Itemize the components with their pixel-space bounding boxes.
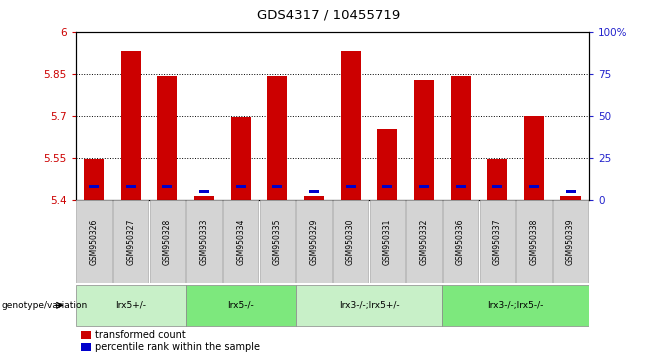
Bar [272,185,282,188]
FancyBboxPatch shape [150,200,185,283]
Bar [414,80,434,200]
FancyBboxPatch shape [296,200,332,283]
FancyBboxPatch shape [186,200,222,283]
Bar [561,196,580,200]
Bar [194,196,214,200]
Text: lrx5-/-: lrx5-/- [227,301,254,310]
Bar [81,331,91,338]
Text: GSM950333: GSM950333 [199,218,209,265]
FancyBboxPatch shape [186,285,295,326]
Text: lrx3-/-;lrx5-/-: lrx3-/-;lrx5-/- [488,301,544,310]
Bar [267,76,288,200]
Text: GSM950337: GSM950337 [493,218,502,265]
FancyBboxPatch shape [333,200,368,283]
Text: GSM950327: GSM950327 [126,218,135,265]
Bar [341,51,361,200]
Text: lrx5+/-: lrx5+/- [115,301,146,310]
Text: GSM950328: GSM950328 [163,218,172,265]
Text: transformed count: transformed count [95,330,186,340]
Bar [236,185,245,188]
Bar [377,129,397,200]
Text: genotype/variation: genotype/variation [1,301,88,310]
FancyBboxPatch shape [76,285,186,326]
Bar [120,51,141,200]
Text: GDS4317 / 10455719: GDS4317 / 10455719 [257,9,401,22]
Bar [529,185,539,188]
Bar [230,117,251,200]
FancyBboxPatch shape [517,200,551,283]
Text: GSM950326: GSM950326 [89,218,99,265]
Bar [455,185,466,188]
FancyBboxPatch shape [295,285,442,326]
FancyBboxPatch shape [370,200,405,283]
Bar [524,116,544,200]
Bar [163,185,172,188]
Bar [304,196,324,200]
Text: GSM950331: GSM950331 [383,218,392,265]
FancyBboxPatch shape [260,200,295,283]
Bar [309,190,319,193]
Bar [419,185,429,188]
Text: GSM950338: GSM950338 [530,218,538,265]
Bar [492,185,502,188]
FancyBboxPatch shape [553,200,588,283]
Text: GSM950329: GSM950329 [309,218,318,265]
Bar [199,190,209,193]
Text: lrx3-/-;lrx5+/-: lrx3-/-;lrx5+/- [339,301,399,310]
Bar [157,76,178,200]
Bar [126,185,136,188]
Bar [451,76,470,200]
Text: GSM950330: GSM950330 [346,218,355,265]
FancyBboxPatch shape [443,200,478,283]
Text: GSM950332: GSM950332 [419,218,428,265]
Bar [89,185,99,188]
Bar [565,190,576,193]
Bar [487,159,507,200]
Text: GSM950335: GSM950335 [273,218,282,265]
FancyBboxPatch shape [480,200,515,283]
FancyBboxPatch shape [407,200,442,283]
Text: percentile rank within the sample: percentile rank within the sample [95,342,260,352]
Text: GSM950339: GSM950339 [566,218,575,265]
FancyBboxPatch shape [223,200,258,283]
FancyBboxPatch shape [442,285,589,326]
Bar [382,185,392,188]
Bar [84,159,104,200]
Text: GSM950334: GSM950334 [236,218,245,265]
Bar [345,185,356,188]
Text: GSM950336: GSM950336 [456,218,465,265]
Bar [81,343,91,351]
FancyBboxPatch shape [113,200,148,283]
FancyBboxPatch shape [76,200,112,283]
